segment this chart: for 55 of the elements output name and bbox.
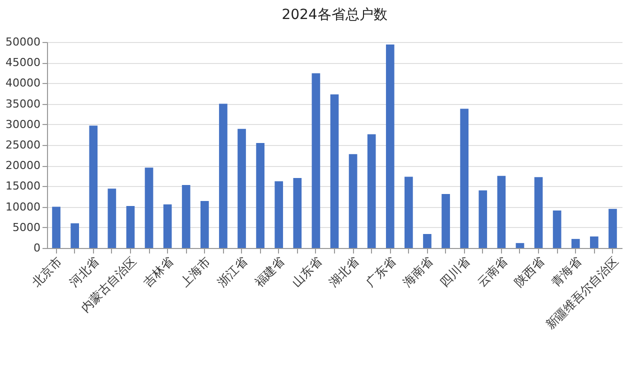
x-tick-label: 广东省: [363, 254, 399, 290]
bar: [312, 73, 320, 248]
x-tick-label: 陕西省: [512, 254, 548, 290]
y-tick-label: 35000: [6, 97, 40, 110]
y-tick-label: 45000: [6, 56, 40, 70]
bar: [89, 126, 98, 248]
bar: [608, 208, 617, 248]
bar: [460, 108, 469, 248]
y-tick-label: 25000: [6, 138, 40, 152]
x-tick-label: 北京市: [29, 254, 65, 290]
x-tick-label: 上海市: [178, 254, 214, 290]
y-tick-label: 20000: [6, 159, 40, 172]
bar: [367, 134, 376, 248]
bar: [256, 142, 264, 248]
x-tick-label: 海南省: [400, 254, 436, 290]
bar: [163, 204, 172, 248]
bar: [126, 206, 135, 248]
bar: [442, 194, 450, 248]
bar: [293, 178, 302, 248]
bar: [404, 176, 413, 248]
x-tick-label: 吉林省: [140, 254, 176, 290]
bar: [516, 243, 524, 248]
x-tick-label: 四川省: [437, 254, 473, 290]
bar: [478, 190, 488, 248]
bar: [219, 104, 228, 248]
y-tick-label: 0: [34, 242, 40, 254]
bar: [200, 201, 209, 248]
bar: [348, 154, 358, 248]
bar: [238, 128, 246, 248]
y-tick-label: 5000: [12, 220, 40, 234]
bar: [571, 238, 580, 248]
y-tick-label: 40000: [6, 76, 40, 90]
x-tick-label: 山东省: [289, 254, 324, 290]
y-tick-label: 30000: [6, 118, 40, 131]
x-tick-label: 福建省: [252, 254, 288, 290]
bar: [70, 223, 79, 248]
bar: [423, 234, 432, 248]
chart-title: 2024各省总户数: [282, 7, 388, 23]
bar: [274, 181, 284, 248]
bar: [552, 210, 562, 248]
bar: [386, 44, 394, 248]
bar: [497, 176, 506, 248]
x-tick-label: 湖北省: [326, 254, 362, 290]
bar: [108, 188, 116, 248]
bar: [534, 177, 543, 248]
bar: [330, 94, 339, 248]
y-tick-label: 10000: [6, 200, 40, 214]
x-tick-label: 云南省: [474, 254, 510, 290]
bar: [182, 184, 190, 248]
x-tick-label: 浙江省: [214, 254, 250, 290]
bar: [590, 236, 598, 248]
y-tick-label: 15000: [6, 180, 40, 193]
bar: [52, 206, 60, 248]
y-tick-label: 50000: [6, 36, 40, 48]
bar: [144, 168, 154, 248]
